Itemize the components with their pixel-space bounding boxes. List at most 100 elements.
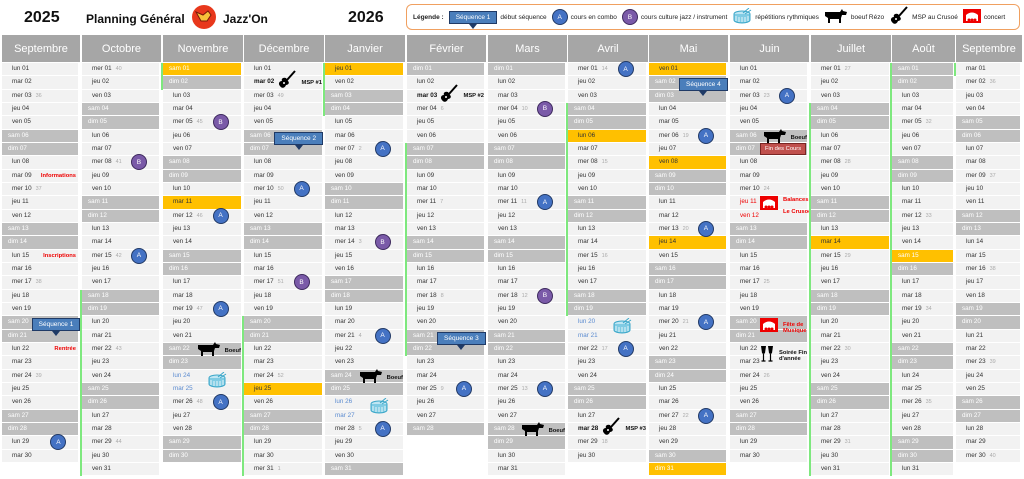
day-cell[interactable]: jeu 27 bbox=[892, 409, 953, 422]
day-cell[interactable]: dim 11 bbox=[325, 196, 403, 209]
day-cell[interactable]: lun 24 bbox=[892, 369, 953, 382]
day-cell[interactable]: dim 13 bbox=[956, 222, 1020, 236]
concert-event[interactable]: Balances Le Crusoé bbox=[760, 196, 811, 215]
day-cell[interactable]: sam 10 bbox=[325, 182, 403, 196]
day-cell[interactable]: mer 21 4 bbox=[325, 329, 403, 342]
course-A[interactable]: A bbox=[212, 300, 229, 317]
day-cell[interactable]: jeu 11 bbox=[2, 196, 78, 209]
day-cell[interactable]: jeu 30 bbox=[811, 449, 889, 462]
course-A[interactable]: A bbox=[778, 87, 795, 104]
day-cell[interactable]: mer 10 37 bbox=[2, 182, 78, 196]
day-cell[interactable]: mar 07 bbox=[811, 142, 889, 156]
course-A[interactable]: A bbox=[130, 247, 147, 264]
day-cell[interactable]: mer 24 52 bbox=[244, 369, 322, 382]
day-cell[interactable]: dim 09 bbox=[163, 169, 241, 182]
day-cell[interactable]: dim 05 bbox=[568, 116, 646, 129]
day-cell[interactable]: ven 07 bbox=[163, 142, 241, 156]
day-cell[interactable]: lun 15 bbox=[244, 249, 322, 262]
day-cell[interactable]: jeu 06 bbox=[163, 129, 241, 142]
day-cell[interactable]: jeu 19 bbox=[488, 302, 565, 316]
day-cell[interactable]: dim 24 bbox=[649, 369, 726, 382]
boeuf-event[interactable]: Boeuf bbox=[763, 128, 807, 148]
day-cell[interactable]: ven 17 bbox=[811, 276, 889, 289]
day-cell[interactable]: mar 21 bbox=[82, 329, 159, 342]
day-cell[interactable]: mar 07 bbox=[82, 142, 159, 156]
day-cell[interactable]: mar 12 bbox=[649, 209, 726, 222]
day-cell[interactable]: mar 23 bbox=[730, 356, 807, 369]
rehearsal[interactable] bbox=[369, 397, 389, 419]
day-cell[interactable]: ven 13 bbox=[488, 222, 565, 236]
course-B[interactable]: B bbox=[536, 287, 553, 304]
day-cell[interactable]: jeu 22 bbox=[325, 342, 403, 356]
day-cell[interactable]: ven 30 bbox=[325, 449, 403, 462]
day-cell[interactable]: mar 21 bbox=[811, 329, 889, 342]
day-cell[interactable]: lun 13 bbox=[568, 222, 646, 236]
course-B[interactable]: B bbox=[374, 234, 391, 251]
day-cell[interactable]: ven 06 bbox=[407, 129, 484, 142]
day-cell[interactable]: mar 16 bbox=[2, 262, 78, 276]
day-cell[interactable]: lun 18 bbox=[649, 289, 726, 302]
course-A[interactable]: A bbox=[50, 434, 67, 451]
day-cell[interactable]: mer 10 50 bbox=[244, 182, 322, 196]
rehearsal[interactable] bbox=[612, 317, 632, 339]
day-cell[interactable]: lun 29 bbox=[244, 436, 322, 449]
day-cell[interactable]: ven 26 bbox=[244, 396, 322, 409]
day-cell[interactable]: lun 21 bbox=[956, 329, 1020, 342]
day-cell[interactable]: mer 18 8 bbox=[407, 289, 484, 302]
day-cell[interactable]: mer 01 14 bbox=[568, 63, 646, 76]
day-cell[interactable]: mar 17 bbox=[407, 276, 484, 289]
day-cell[interactable]: dim 06 bbox=[956, 129, 1020, 142]
day-cell[interactable]: mer 11 7 bbox=[407, 196, 484, 209]
day-cell[interactable]: dim 30 bbox=[892, 449, 953, 462]
day-cell[interactable]: mar 24 bbox=[488, 369, 565, 382]
day-cell[interactable]: jeu 12 bbox=[407, 209, 484, 222]
day-cell[interactable]: ven 11 bbox=[956, 196, 1020, 209]
day-cell[interactable]: dim 03 bbox=[649, 89, 726, 102]
day-cell[interactable]: jeu 04 bbox=[244, 102, 322, 116]
day-cell[interactable]: mar 10 bbox=[407, 182, 484, 196]
day-cell[interactable]: lun 19 bbox=[325, 302, 403, 316]
day-cell[interactable]: dim 25 bbox=[325, 382, 403, 396]
day-cell[interactable]: jeu 16 bbox=[811, 262, 889, 276]
day-cell[interactable]: jeu 20 bbox=[892, 316, 953, 329]
day-cell[interactable]: ven 14 bbox=[892, 236, 953, 249]
day-cell[interactable]: ven 20 bbox=[488, 316, 565, 329]
day-cell[interactable]: lun 17 bbox=[892, 276, 953, 289]
day-cell[interactable]: lun 15 bbox=[2, 249, 78, 262]
day-cell[interactable]: mer 05 45 bbox=[163, 116, 241, 129]
day-cell[interactable]: mar 23 bbox=[2, 356, 78, 369]
day-cell[interactable]: sam 20 bbox=[244, 316, 322, 329]
day-cell[interactable]: mer 12 33 bbox=[892, 209, 953, 222]
day-cell[interactable]: lun 13 bbox=[811, 222, 889, 236]
day-cell[interactable]: ven 26 bbox=[730, 396, 807, 409]
day-cell[interactable]: dim 02 bbox=[892, 76, 953, 89]
day-cell[interactable]: dim 22 bbox=[488, 342, 565, 356]
day-cell[interactable]: ven 06 bbox=[488, 129, 565, 142]
day-cell[interactable]: sam 11 bbox=[568, 196, 646, 209]
day-cell[interactable]: sam 04 bbox=[811, 102, 889, 116]
day-cell[interactable]: sam 27 bbox=[2, 409, 78, 422]
day-cell[interactable]: lun 01 bbox=[244, 63, 322, 76]
day-cell[interactable]: ven 23 bbox=[325, 356, 403, 369]
day-cell[interactable]: jeu 04 bbox=[2, 102, 78, 116]
day-cell[interactable]: sam 18 bbox=[811, 289, 889, 302]
day-cell[interactable]: mer 06 19 bbox=[649, 129, 726, 142]
day-cell[interactable]: dim 08 bbox=[407, 156, 484, 169]
day-cell[interactable]: dim 28 bbox=[244, 422, 322, 436]
day-cell[interactable]: ven 21 bbox=[163, 329, 241, 342]
day-cell[interactable]: mar 17 bbox=[488, 276, 565, 289]
day-cell[interactable]: lun 22 bbox=[2, 342, 78, 356]
day-cell[interactable]: lun 12 bbox=[325, 209, 403, 222]
day-cell[interactable]: ven 15 bbox=[649, 249, 726, 262]
day-cell[interactable]: ven 12 bbox=[244, 209, 322, 222]
day-cell[interactable]: mer 19 47 bbox=[163, 302, 241, 316]
day-cell[interactable]: mar 09 bbox=[244, 169, 322, 182]
day-cell[interactable]: jeu 05 bbox=[407, 116, 484, 129]
day-cell[interactable]: jeu 28 bbox=[649, 422, 726, 436]
day-cell[interactable]: lun 08 bbox=[730, 156, 807, 169]
day-cell[interactable]: dim 05 bbox=[811, 116, 889, 129]
day-cell[interactable]: jeu 02 bbox=[82, 76, 159, 89]
day-cell[interactable]: ven 05 bbox=[244, 116, 322, 129]
msp-event[interactable]: MSP #3 bbox=[601, 417, 646, 442]
day-cell[interactable]: mer 08 41 bbox=[82, 156, 159, 169]
